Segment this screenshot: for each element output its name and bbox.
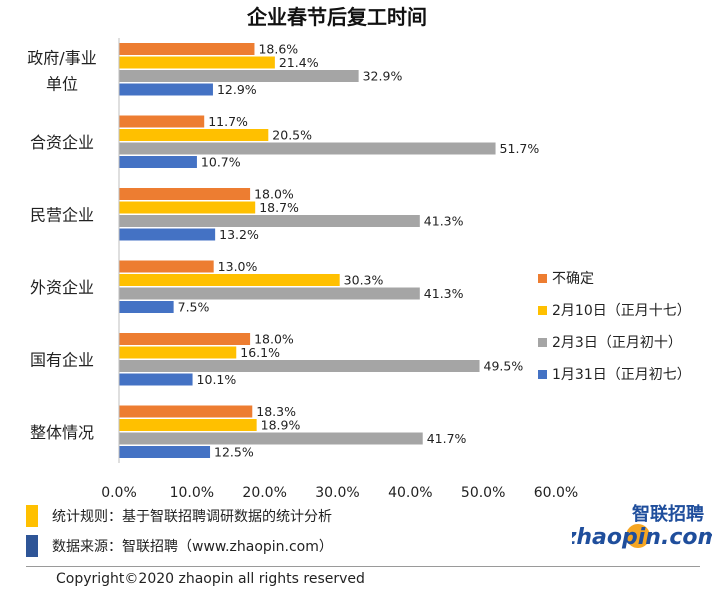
x-axis: 0.0% 10.0% 20.0% 30.0% 40.0% 50.0% 60.0% <box>101 485 578 500</box>
bar <box>119 419 257 431</box>
data-label: 18.3% <box>256 404 296 419</box>
bar <box>119 129 269 141</box>
bars-layer: 18.6%21.4% 32.9% 12.9% 11.7% 20.5% 51.7% 10.7%… <box>119 42 539 460</box>
bar <box>119 301 174 313</box>
data-label: 20.5% <box>272 128 312 143</box>
bar <box>119 142 496 155</box>
bar <box>119 201 256 214</box>
bar <box>119 83 213 96</box>
bar <box>119 346 237 359</box>
legend-label: 1月31日（正月初七） <box>552 366 691 383</box>
data-label: 18.6% <box>258 42 298 57</box>
data-label: 12.5% <box>214 445 254 460</box>
bar <box>119 405 253 418</box>
x-tick-label: 40.0% <box>388 485 432 500</box>
data-label: 41.3% <box>424 214 464 229</box>
category-label: 民营企业 <box>30 206 94 225</box>
legend-label: 不确定 <box>552 271 594 287</box>
data-label: 49.5% <box>484 359 524 374</box>
bar <box>119 360 480 372</box>
divider <box>26 566 700 567</box>
bar <box>119 260 214 273</box>
note-marker <box>26 535 38 557</box>
note-text: 统计规则：基于智联招聘调研数据的统计分析 <box>52 509 332 525</box>
category-label: 合资企业 <box>30 133 94 152</box>
x-tick-label: 60.0% <box>534 485 578 500</box>
legend: 不确定 2月10日（正月十七） 2月3日（正月初十） 1月31日（正月初七） <box>538 271 691 383</box>
data-label: 10.7% <box>201 155 241 170</box>
data-label: 30.3% <box>344 273 384 288</box>
bar <box>119 215 420 227</box>
data-label: 16.1% <box>240 345 280 360</box>
data-label: 41.3% <box>424 286 464 301</box>
bar <box>119 274 340 286</box>
bar <box>119 287 420 300</box>
data-label: 18.0% <box>254 332 294 347</box>
legend-swatch <box>538 274 547 283</box>
chart-title: 企业春节后复工时间 <box>246 5 427 29</box>
bar <box>119 115 205 128</box>
bar <box>119 188 251 200</box>
legend-label: 2月10日（正月十七） <box>552 303 691 319</box>
bar <box>119 228 216 241</box>
data-label: 21.4% <box>279 55 319 70</box>
category-label: 整体情况 <box>30 423 94 442</box>
data-label: 41.7% <box>427 431 467 446</box>
data-label: 51.7% <box>500 141 540 156</box>
x-tick-label: 10.0% <box>170 485 214 500</box>
bar <box>119 373 193 386</box>
bar <box>119 156 197 168</box>
bar <box>119 70 359 82</box>
data-label: 18.0% <box>254 187 294 202</box>
data-label: 12.9% <box>217 82 257 97</box>
category-label: 外资企业 <box>30 278 94 297</box>
data-label: 18.7% <box>259 200 299 215</box>
x-tick-label: 50.0% <box>461 485 505 500</box>
bar <box>119 56 275 69</box>
logo-bottom-text: zhaopin.com <box>572 525 712 550</box>
chart: 企业春节后复工时间 18.6%21.4% 32.9% 12.9% 11.7% 20.5%… <box>27 5 691 500</box>
data-label: 10.1% <box>197 372 237 387</box>
note-marker <box>26 505 38 527</box>
zhaopin-logo: 智联招聘 zhaopin.com <box>572 503 712 550</box>
note-text: 数据来源：智联招聘（www.zhaopin.com） <box>52 539 333 555</box>
category-label: 国有企业 <box>30 351 94 370</box>
data-label: 11.7% <box>208 114 248 129</box>
bar <box>119 446 211 458</box>
bar <box>119 333 251 345</box>
legend-swatch <box>538 338 547 347</box>
x-tick-label: 0.0% <box>101 485 137 500</box>
data-label: 13.0% <box>218 259 258 274</box>
data-label: 32.9% <box>363 69 403 84</box>
data-label: 13.2% <box>219 227 259 242</box>
bar <box>119 43 255 55</box>
bar <box>119 432 423 445</box>
legend-swatch <box>538 370 547 379</box>
copyright-text: Copyright©2020 zhaopin all rights reserv… <box>56 571 365 587</box>
logo-circle-icon <box>626 524 650 548</box>
logo-top-text: 智联招聘 <box>632 503 704 525</box>
category-label: 政府/事业单位 <box>27 49 96 94</box>
legend-label: 2月3日（正月初十） <box>552 334 682 351</box>
data-label: 18.9% <box>261 418 301 433</box>
x-tick-label: 20.0% <box>242 485 286 500</box>
data-label: 7.5% <box>178 300 210 315</box>
legend-swatch <box>538 306 547 315</box>
x-tick-label: 30.0% <box>315 485 359 500</box>
